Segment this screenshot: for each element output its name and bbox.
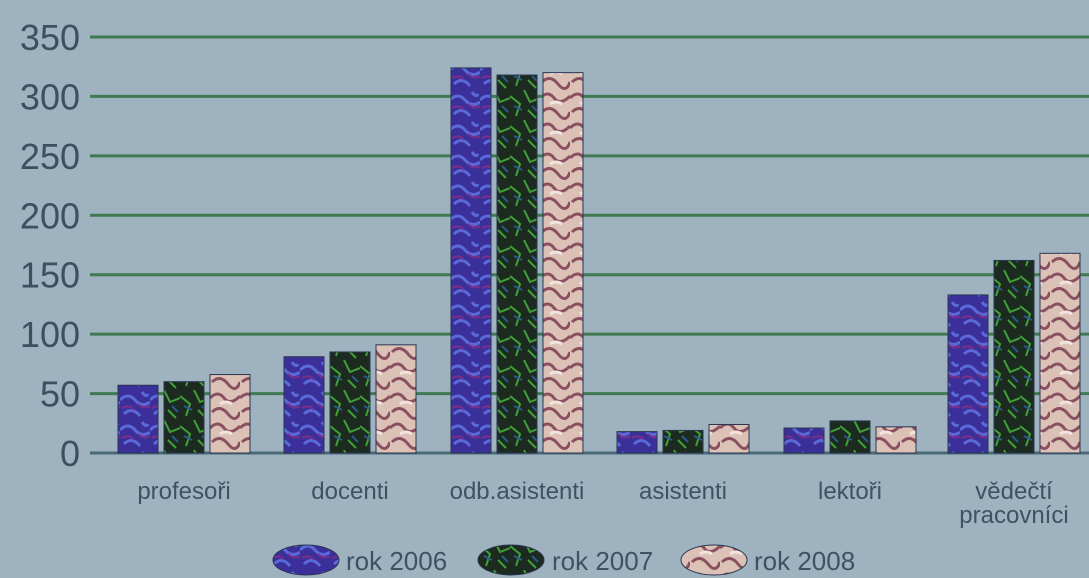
legend-item: rok 2006: [272, 544, 447, 576]
x-tick-label: asistenti: [639, 478, 727, 505]
y-tick-label: 200: [20, 195, 80, 236]
bar: [1039, 252, 1081, 454]
bar: [708, 423, 750, 454]
legend-label: rok 2008: [754, 546, 855, 576]
legend-item: rok 2008: [680, 544, 855, 576]
x-tick-label: lektoři: [818, 478, 882, 505]
bar: [163, 381, 205, 454]
bar: [450, 67, 492, 454]
legend-label: rok 2007: [552, 546, 653, 576]
bar: [329, 351, 371, 454]
legend-label: rok 2006: [346, 546, 447, 576]
y-tick-label: 150: [20, 255, 80, 296]
bar: [783, 427, 825, 454]
y-tick-label: 100: [20, 314, 80, 355]
bar: [829, 420, 871, 454]
x-tick-label: odb.asistenti: [450, 478, 585, 505]
legend-swatch: [477, 544, 545, 576]
x-tick-label: vědečtí pracovníci: [959, 478, 1068, 529]
bar: [616, 431, 658, 454]
bar: [283, 356, 325, 454]
bar: [947, 294, 989, 454]
y-tick-label: 350: [20, 17, 80, 58]
y-tick-label: 250: [20, 136, 80, 177]
legend-swatch: [272, 544, 340, 576]
bar: [542, 72, 584, 454]
bar: [993, 259, 1035, 454]
bar: [375, 344, 417, 454]
x-tick-label: profesoři: [137, 478, 230, 505]
y-tick-label: 0: [60, 433, 80, 474]
bar: [875, 426, 917, 454]
bar: [496, 74, 538, 454]
bar: [209, 374, 251, 454]
bar: [662, 429, 704, 454]
legend-item: rok 2007: [477, 544, 653, 576]
x-tick-label: docenti: [311, 478, 388, 505]
y-tick-label: 50: [40, 374, 80, 415]
y-tick-label: 300: [20, 76, 80, 117]
bar: [117, 384, 159, 454]
legend-swatch: [680, 544, 748, 576]
